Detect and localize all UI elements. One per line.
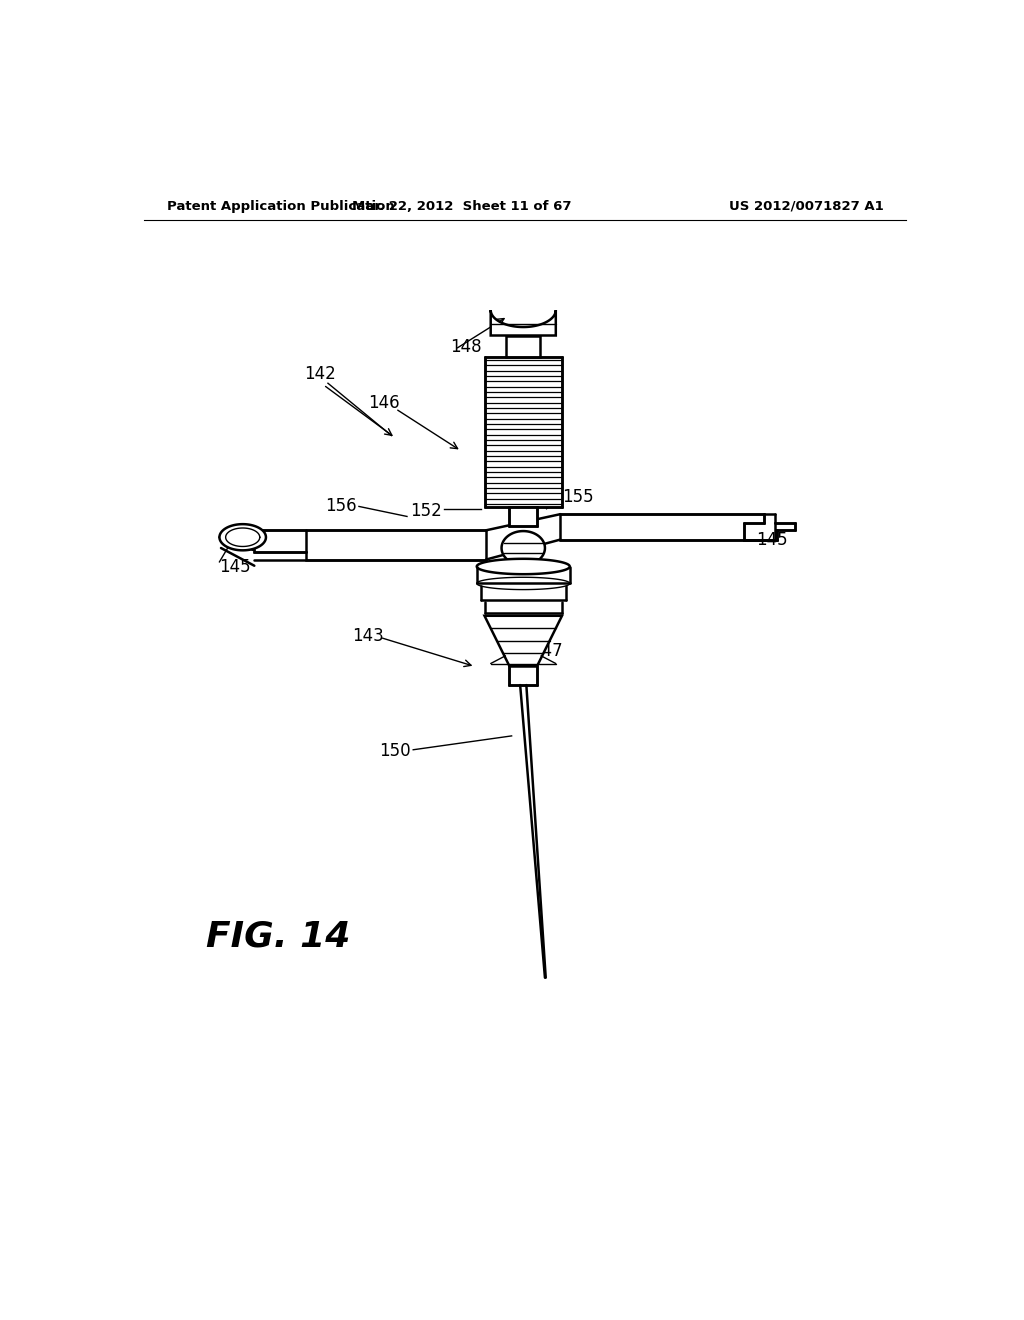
Text: 145: 145 [756,531,787,549]
Text: 143: 143 [352,627,384,644]
Text: 148: 148 [450,338,481,356]
Polygon shape [477,558,569,574]
Polygon shape [509,507,538,527]
Polygon shape [484,615,562,665]
Text: Mar. 22, 2012  Sheet 11 of 67: Mar. 22, 2012 Sheet 11 of 67 [351,199,571,213]
Polygon shape [509,665,538,685]
Text: 145: 145 [219,557,251,576]
Text: FIG. 14: FIG. 14 [206,919,350,953]
Text: 152: 152 [411,502,442,520]
Text: US 2012/0071827 A1: US 2012/0071827 A1 [729,199,884,213]
Text: 150: 150 [379,742,411,760]
Text: 147: 147 [531,643,562,660]
Polygon shape [502,531,545,565]
Text: 155: 155 [562,488,594,506]
Polygon shape [490,310,556,335]
Text: Patent Application Publication: Patent Application Publication [167,199,394,213]
Polygon shape [254,531,486,560]
Polygon shape [219,524,266,550]
Polygon shape [484,358,562,507]
Polygon shape [506,335,541,358]
Text: 146: 146 [368,395,399,412]
Polygon shape [560,515,795,540]
Text: 142: 142 [304,366,336,383]
Text: 156: 156 [325,498,356,515]
